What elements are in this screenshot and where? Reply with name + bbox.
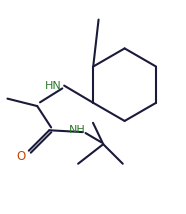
Text: O: O	[17, 150, 26, 163]
Text: NH: NH	[69, 125, 86, 135]
Text: HN: HN	[45, 81, 61, 91]
